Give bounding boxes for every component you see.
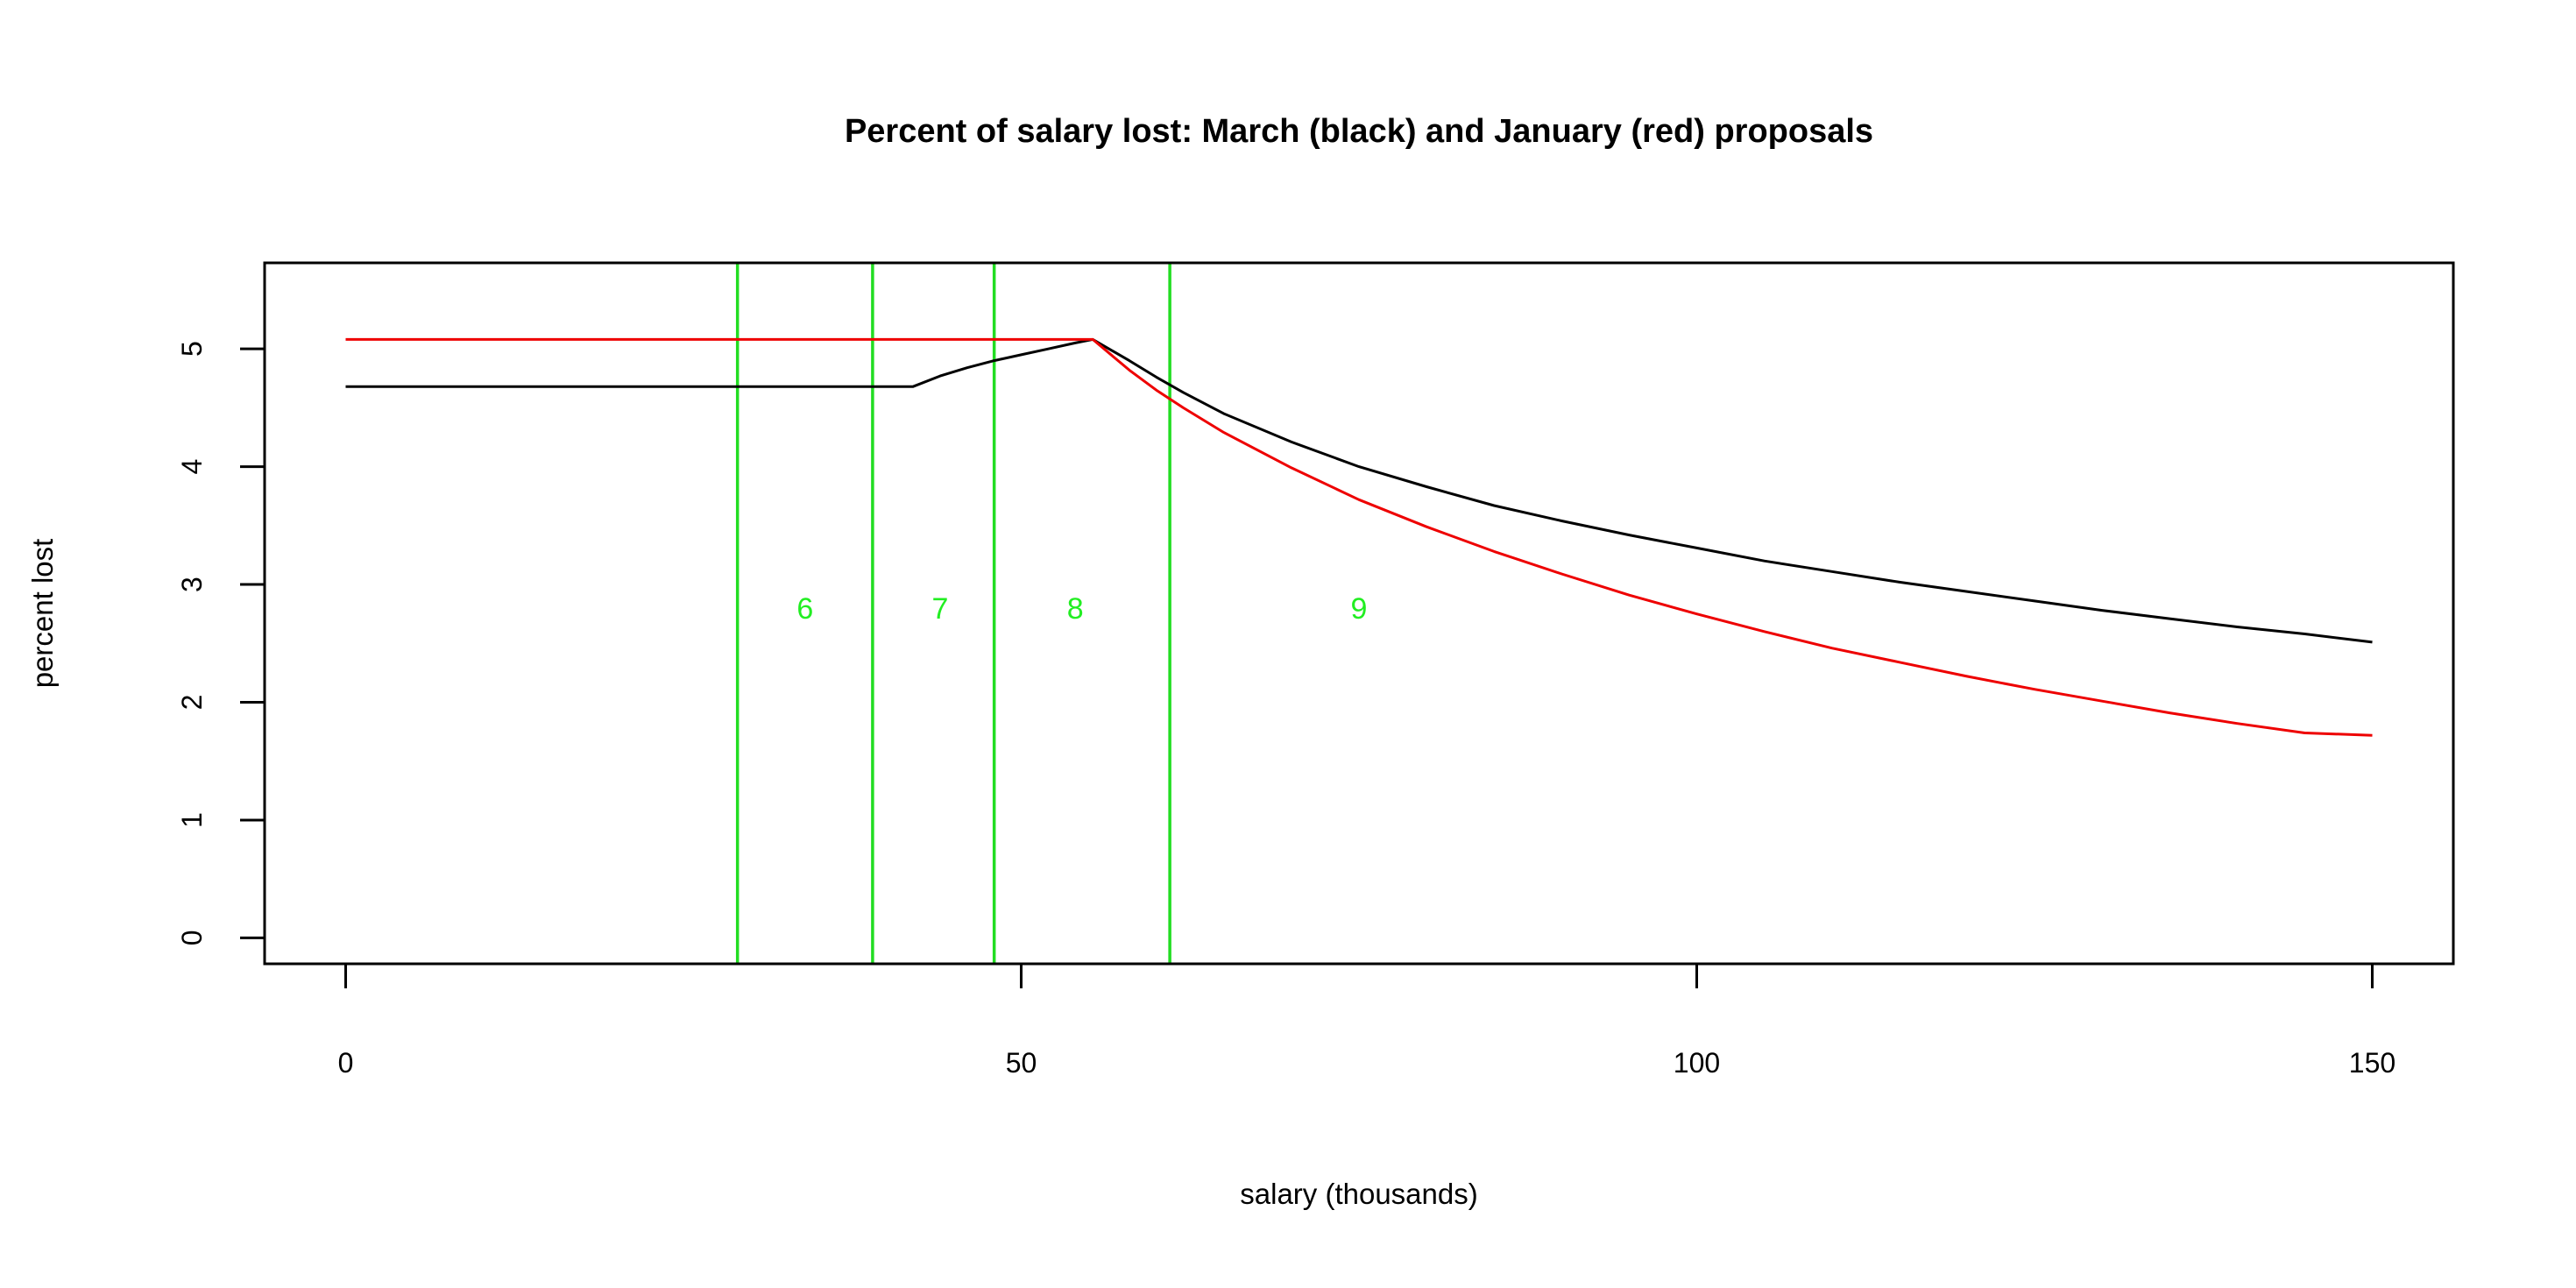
y-tick-label-5: 5 [176, 341, 208, 357]
zone-label-8: 8 [1067, 592, 1084, 626]
x-tick-label-150: 150 [2349, 1047, 2396, 1079]
x-axis: 0 50 100 150 [338, 962, 2396, 1079]
y-axis-label: percent lost [26, 539, 59, 689]
x-tick-label-100: 100 [1674, 1047, 1720, 1079]
y-tick-label-2: 2 [176, 695, 208, 711]
zone-label-6: 6 [796, 592, 813, 626]
series-line-1 [345, 337, 2373, 644]
x-tick-label-50: 50 [1006, 1047, 1037, 1079]
y-tick-label-1: 1 [176, 812, 208, 828]
zone-label-7: 7 [932, 592, 949, 626]
plot-area: 6 7 8 9 [345, 263, 2373, 964]
zone-label-9: 9 [1351, 592, 1368, 626]
y-tick-label-4: 4 [176, 459, 208, 475]
y-axis: 0 1 2 3 4 5 [176, 341, 266, 946]
x-tick-label-0: 0 [338, 1047, 354, 1079]
y-tick-label-0: 0 [176, 931, 208, 946]
x-axis-label: salary (thousands) [1240, 1178, 1477, 1210]
series-line-2 [345, 337, 2373, 737]
y-tick-label-3: 3 [176, 577, 208, 592]
chart-title: Percent of salary lost: March (black) an… [845, 113, 1873, 150]
